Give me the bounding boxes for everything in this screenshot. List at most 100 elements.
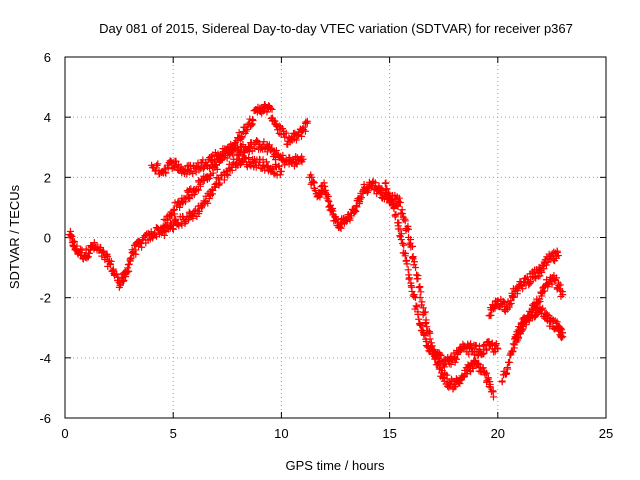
data-point [553, 248, 561, 256]
data-point [493, 298, 501, 306]
data-point [538, 268, 546, 276]
data-point [397, 230, 405, 238]
data-point [169, 206, 177, 214]
data-point [275, 162, 283, 170]
data-point [266, 104, 274, 112]
data-point [293, 160, 301, 168]
data-point [276, 171, 284, 179]
data-point [437, 352, 445, 360]
data-point [186, 168, 194, 176]
data-point [459, 373, 467, 381]
data-point [169, 225, 177, 233]
data-point [204, 199, 212, 207]
data-point [400, 241, 408, 249]
data-point [337, 224, 345, 232]
data-point [82, 245, 90, 253]
data-point [481, 371, 489, 379]
data-point [138, 243, 146, 251]
data-point [292, 136, 300, 144]
data-point [474, 359, 482, 367]
data-point [472, 342, 480, 350]
data-point [228, 150, 236, 158]
data-point [299, 155, 307, 163]
data-point [359, 190, 367, 198]
data-point [447, 360, 455, 368]
data-point [404, 225, 412, 233]
data-point [516, 329, 524, 337]
data-point [213, 165, 221, 173]
data-point [503, 363, 511, 371]
data-point [506, 358, 514, 366]
data-point [396, 198, 404, 206]
data-point [120, 277, 128, 285]
data-point [173, 219, 181, 227]
data-point [412, 264, 420, 272]
data-point [414, 310, 422, 318]
data-point [268, 105, 276, 113]
data-point [412, 302, 420, 310]
data-point [399, 240, 407, 248]
data-point [490, 305, 498, 313]
data-point [351, 206, 359, 214]
data-point [309, 177, 317, 185]
data-point [260, 138, 268, 146]
grid-layer [65, 57, 606, 418]
data-point [498, 377, 506, 385]
data-point [209, 169, 217, 177]
x-tick-label: 15 [382, 426, 396, 441]
data-point [403, 260, 411, 268]
data-point [194, 186, 202, 194]
x-tick-label: 25 [599, 426, 613, 441]
data-point [162, 169, 170, 177]
data-point [224, 171, 232, 179]
data-point [106, 261, 114, 269]
data-point [78, 246, 86, 254]
data-point [543, 311, 551, 319]
data-point [199, 165, 207, 173]
data-point [286, 154, 294, 162]
data-point [494, 345, 502, 353]
data-point [176, 203, 184, 211]
data-point [509, 292, 517, 300]
data-point [417, 288, 425, 296]
data-point [410, 293, 418, 301]
data-point [390, 204, 398, 212]
data-point [127, 254, 135, 262]
data-point [189, 214, 197, 222]
data-point [539, 304, 547, 312]
data-point [553, 318, 561, 326]
data-point [383, 185, 391, 193]
data-point [405, 274, 413, 282]
x-tick-label: 20 [491, 426, 505, 441]
data-point [440, 363, 448, 371]
data-point [303, 119, 311, 127]
data-point [541, 287, 549, 295]
data-point [196, 182, 204, 190]
data-point [282, 129, 290, 137]
data-point [125, 267, 133, 275]
data-point [154, 160, 162, 168]
x-tick-label: 0 [61, 426, 68, 441]
data-point [271, 117, 279, 125]
data-points [65, 101, 567, 401]
data-point [321, 182, 329, 190]
data-point [382, 179, 390, 187]
data-point [536, 298, 544, 306]
data-point [183, 212, 191, 220]
y-tick-label: 0 [44, 231, 51, 246]
data-point [300, 123, 308, 131]
data-point [392, 210, 400, 218]
data-point [538, 292, 546, 300]
data-point [114, 273, 122, 281]
data-point [144, 229, 152, 237]
data-point [513, 287, 521, 295]
data-point [301, 127, 309, 135]
data-point [153, 161, 161, 169]
data-point [203, 162, 211, 170]
y-tick-label: 6 [44, 50, 51, 65]
data-point [491, 304, 499, 312]
data-point [398, 206, 406, 214]
y-tick-label: -2 [39, 291, 51, 306]
data-point [85, 249, 93, 257]
chart-title: Day 081 of 2015, Sidereal Day-to-day VTE… [99, 21, 573, 36]
